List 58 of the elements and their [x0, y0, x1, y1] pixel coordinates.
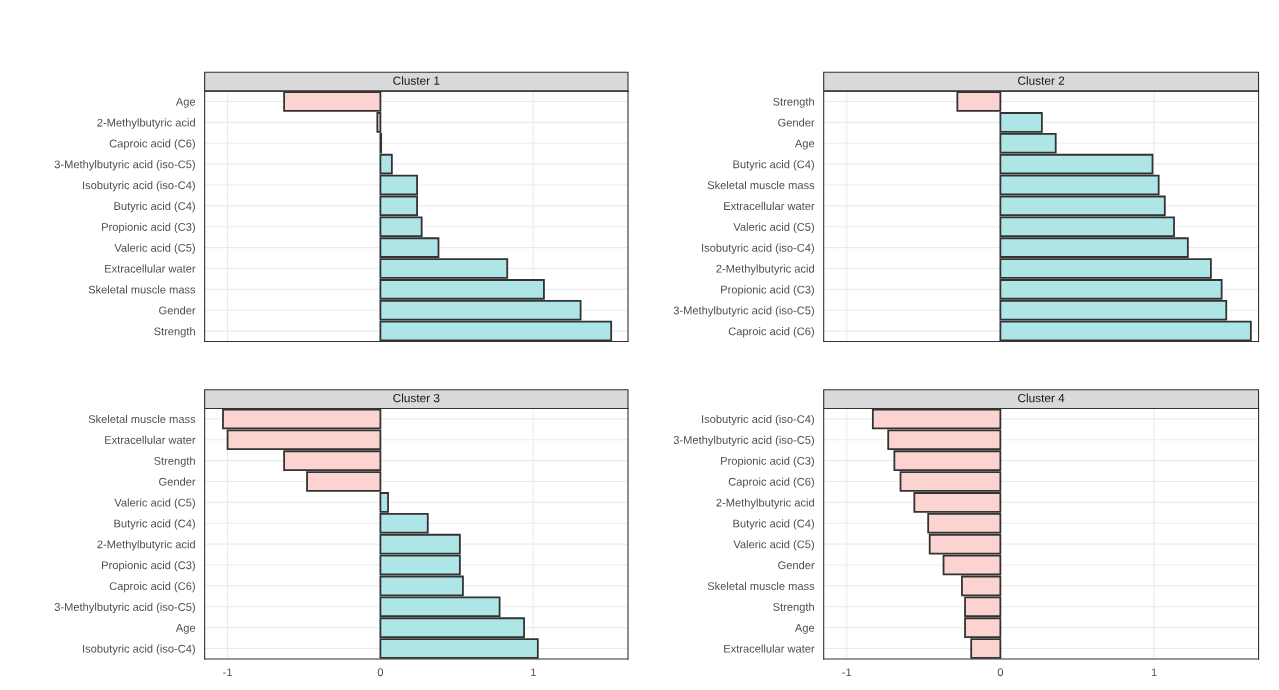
y-tick-label: Caproic acid (C6) — [728, 477, 814, 488]
y-tick-label: Isobutyric acid (iso-C4) — [83, 644, 195, 655]
y-tick-label: Extracellular water — [105, 264, 196, 273]
y-tick-label: 3-Methylbutyric acid (iso-C5) — [54, 602, 195, 614]
y-tick-label: Isobutyric acid (iso-C4) — [83, 180, 195, 192]
y-tick-label: Butyric acid (C4) — [733, 160, 814, 171]
y-tick-label: Isobutyric acid (iso-C4) — [702, 243, 814, 254]
y-tick-label: Valeric acid (C5) — [733, 540, 814, 551]
y-tick-label: Gender — [159, 306, 196, 315]
y-tick-label: Valeric acid (C5) — [114, 243, 195, 254]
y-tick-label: Age — [794, 139, 815, 150]
x-tick-label: -1 — [842, 668, 852, 677]
x-tick-label: 0 — [377, 668, 384, 677]
x-tick-label: 1 — [530, 668, 536, 677]
y-tick-label: Isobutyric acid (iso-C4) — [702, 414, 814, 426]
y-tick-label: 3-Methylbutyric acid (iso-C5) — [673, 306, 814, 317]
y-tick-label: Caproic acid (C6) — [728, 327, 814, 338]
x-tick-label: 1 — [1151, 668, 1157, 677]
y-tick-label: Propionic acid (C3) — [721, 285, 814, 296]
y-tick-label: Skeletal muscle mass — [88, 414, 196, 424]
y-tick-label: Strength — [154, 327, 195, 338]
y-tick-label: 2-Methylbutyric acid — [97, 118, 195, 129]
y-tick-label: Strength — [154, 456, 195, 467]
y-tick-label: Propionic acid (C3) — [721, 456, 814, 467]
y-tick-label: 2-Methylbutyric acid — [716, 264, 814, 275]
chart-title: Cluster 4 — [1018, 393, 1065, 403]
y-tick-label: Extracellular water — [724, 644, 815, 653]
y-tick-label: Gender — [159, 477, 196, 486]
y-tick-label: Age — [794, 624, 815, 634]
y-tick-label: Skeletal muscle mass — [707, 581, 815, 591]
y-tick-label: 3-Methylbutyric acid (iso-C5) — [673, 435, 814, 447]
y-tick-label: 3-Methylbutyric acid (iso-C5) — [54, 160, 195, 171]
y-tick-label: Strength — [773, 602, 814, 614]
x-tick-label: 0 — [997, 668, 1004, 677]
y-tick-label: Age — [175, 624, 196, 634]
y-tick-label: Butyric acid (C4) — [114, 201, 195, 213]
y-tick-label: Extracellular water — [724, 201, 815, 211]
y-tick-label: Butyric acid (C4) — [733, 519, 814, 530]
y-tick-label: Butyric acid (C4) — [114, 519, 195, 530]
y-tick-label: Skeletal muscle mass — [88, 285, 196, 294]
y-tick-label: Valeric acid (C5) — [733, 222, 814, 234]
y-tick-label: Age — [175, 97, 196, 108]
y-tick-label: Valeric acid (C5) — [114, 498, 195, 509]
y-tick-label: Extracellular water — [105, 435, 196, 444]
y-tick-label: Skeletal muscle mass — [707, 180, 815, 190]
y-tick-label: Gender — [778, 118, 815, 127]
y-tick-label: Propionic acid (C3) — [102, 561, 195, 572]
y-tick-label: Strength — [773, 97, 814, 108]
y-tick-label: Propionic acid (C3) — [102, 222, 195, 234]
y-tick-label: Gender — [778, 561, 815, 570]
y-tick-label: Caproic acid (C6) — [109, 581, 195, 593]
y-tick-label: 2-Methylbutyric acid — [716, 498, 814, 509]
y-tick-label: 2-Methylbutyric acid — [97, 540, 195, 551]
y-tick-label: Caproic acid (C6) — [109, 139, 195, 150]
x-tick-label: -1 — [223, 668, 232, 677]
chart-title: Cluster 2 — [1018, 76, 1065, 85]
chart-title: Cluster 3 — [393, 393, 440, 403]
chart-title: Cluster 1 — [393, 76, 440, 85]
